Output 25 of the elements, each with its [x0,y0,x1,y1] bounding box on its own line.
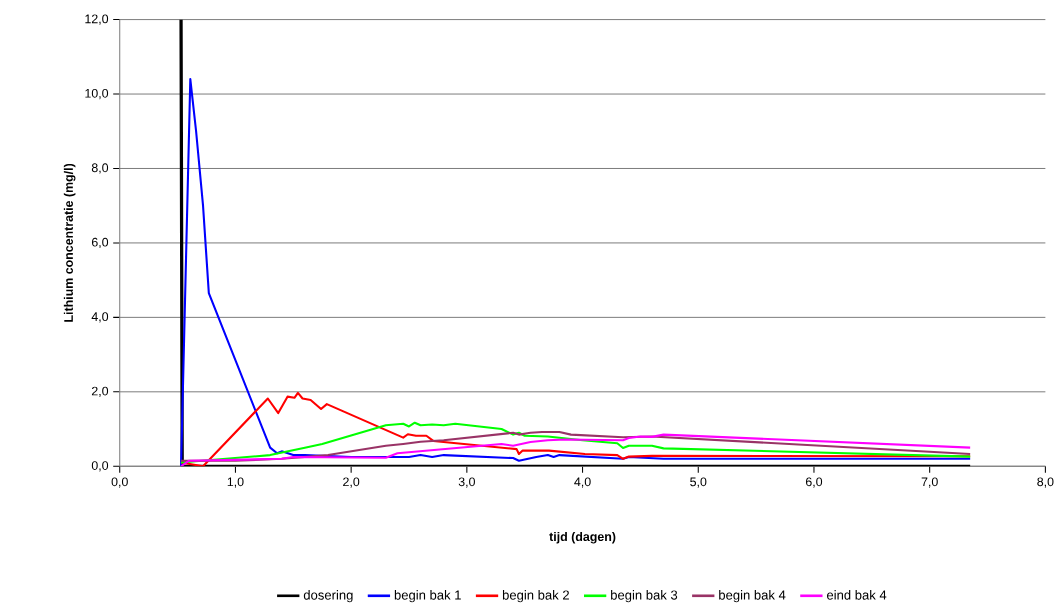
x-tick-label: 6,0 [805,477,823,488]
x-tick-label: 1,0 [227,477,244,488]
y-tick-label: 6,0 [91,237,109,248]
y-tick-label: 4,0 [91,312,109,323]
y-tick-label: 2,0 [91,386,109,397]
y-axis-title: Lithium concentratie (mg/l) [63,163,76,322]
x-tick-label: 5,0 [690,477,707,488]
x-tick-label: 7,0 [921,477,938,488]
y-tick-label: 12,0 [85,14,109,25]
legend-label: begin bak 2 [502,589,569,603]
x-tick-label: 3,0 [458,477,475,488]
y-tick-label: 10,0 [85,88,109,100]
x-axis-title: tijd (dagen) [549,531,616,544]
legend-label: begin bak 3 [611,589,678,603]
legend-label: dosering [303,589,353,603]
x-tick-label: 0,0 [111,477,128,488]
line-series [180,391,972,467]
y-tick-label: 8,0 [91,163,109,174]
legend-label: eind bak 4 [826,589,887,600]
x-tick-label: 2,0 [343,477,360,488]
x-tick-label: 8,0 [1037,477,1054,488]
x-tick-label: 4,0 [574,477,591,488]
legend-label: begin bak 1 [394,589,461,603]
y-tick-label: 0,0 [91,461,109,472]
legend-label: begin bak 4 [719,589,786,603]
